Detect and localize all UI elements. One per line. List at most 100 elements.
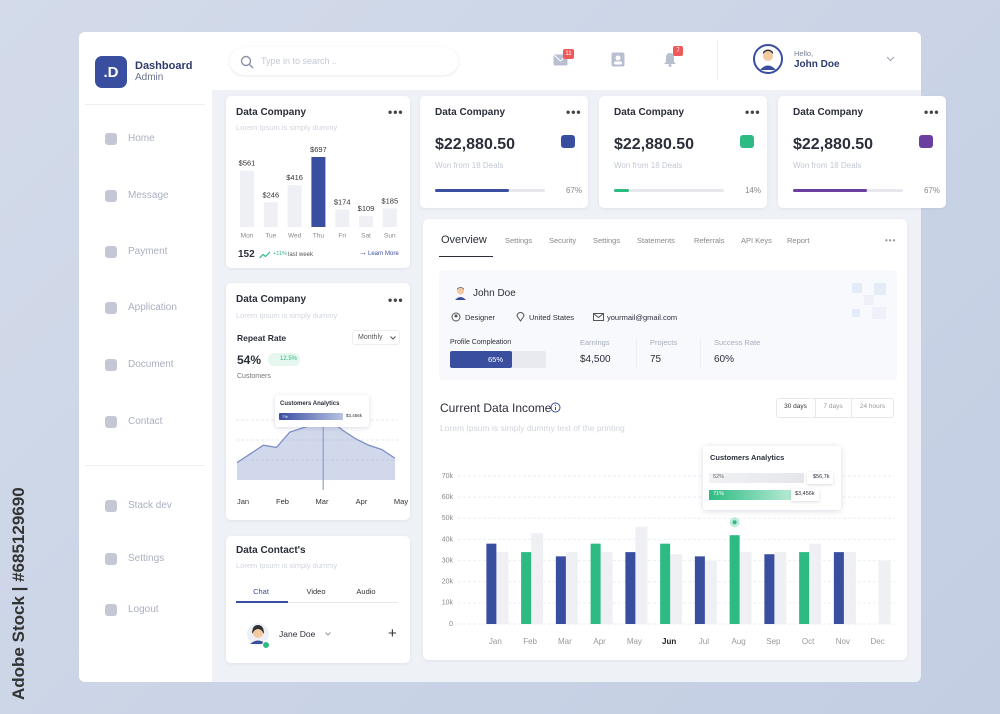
note: Won from 18 Deals bbox=[793, 161, 862, 170]
tab[interactable]: API Keys bbox=[741, 236, 772, 245]
x-tick-label: Mon bbox=[241, 233, 254, 240]
x-tick-label: Wed bbox=[288, 233, 302, 240]
tab[interactable]: Report bbox=[787, 236, 810, 245]
range-button[interactable]: 7 days bbox=[823, 403, 843, 410]
menu-item[interactable]: Settings bbox=[128, 553, 165, 564]
tooltip-bar bbox=[709, 490, 791, 500]
logo[interactable] bbox=[95, 56, 127, 88]
bar bbox=[878, 560, 891, 624]
card-title: Data Contact's bbox=[236, 545, 306, 556]
tab[interactable]: Overview bbox=[441, 234, 487, 246]
tab[interactable]: Audio bbox=[356, 587, 376, 596]
total: 152 bbox=[238, 249, 255, 260]
menu-item[interactable]: Document bbox=[128, 359, 174, 370]
chevron[interactable] bbox=[325, 632, 331, 636]
income-subtitle: Lorem Ipsum is simply dummy text of the … bbox=[440, 423, 625, 433]
icon-shape bbox=[105, 416, 117, 428]
bar bbox=[739, 552, 752, 624]
note: Won from 18 Deals bbox=[614, 161, 683, 170]
divider bbox=[85, 104, 205, 105]
menu-icon bbox=[105, 133, 117, 145]
more-menu[interactable]: ••• bbox=[388, 105, 404, 119]
contact-avatar[interactable] bbox=[246, 622, 270, 650]
icon-shape bbox=[105, 302, 117, 314]
tab[interactable]: Video bbox=[306, 587, 326, 596]
y-tick-label: 0 bbox=[449, 621, 453, 628]
x-tick-label: Jul bbox=[699, 637, 709, 646]
bar bbox=[843, 552, 856, 624]
tab[interactable]: Security bbox=[549, 236, 577, 245]
x-tick-label: Sat bbox=[361, 233, 371, 240]
trend-icon bbox=[259, 251, 271, 259]
menu-item[interactable]: Home bbox=[128, 133, 155, 144]
icon-shape bbox=[105, 604, 117, 616]
period-dropdown[interactable] bbox=[352, 330, 400, 345]
tab[interactable]: Chat bbox=[253, 587, 269, 596]
tab-underline bbox=[439, 256, 493, 257]
y-tick-label: 40k bbox=[442, 536, 454, 543]
tab[interactable]: Settings bbox=[505, 236, 533, 245]
icon-shape bbox=[105, 553, 117, 565]
card-title: Data Company bbox=[435, 107, 506, 118]
x-tick-label: Mar bbox=[558, 637, 572, 646]
tab[interactable]: Referrals bbox=[694, 236, 725, 245]
completion-value: 65% bbox=[488, 355, 504, 364]
bar bbox=[635, 526, 648, 624]
arrow: → bbox=[359, 248, 367, 257]
menu-icon bbox=[105, 553, 117, 565]
bar bbox=[694, 556, 705, 624]
progress-bar bbox=[793, 189, 867, 192]
menu-icon bbox=[105, 190, 117, 202]
more-menu[interactable]: ••• bbox=[388, 293, 404, 307]
bar bbox=[625, 552, 636, 624]
menu-icon bbox=[105, 302, 117, 314]
x-tick-label: Sun bbox=[384, 233, 396, 240]
more-menu[interactable]: ••• bbox=[745, 105, 761, 119]
bar bbox=[799, 552, 810, 624]
menu-item[interactable]: Logout bbox=[128, 604, 159, 615]
stat-label: Earnings bbox=[580, 338, 610, 347]
menu-item[interactable]: Contact bbox=[128, 416, 163, 427]
search-box[interactable] bbox=[230, 47, 458, 75]
tab[interactable]: Statements bbox=[637, 236, 675, 245]
more-menu[interactable]: ••• bbox=[885, 236, 897, 245]
divider bbox=[717, 40, 718, 80]
add-button[interactable]: + bbox=[388, 625, 397, 642]
bar bbox=[600, 552, 613, 624]
tooltip-share: 7% bbox=[282, 414, 288, 419]
income-chart: 0 10k 20k 30k 40k 50k 60k 70k Jan Feb Mar Apr May Jun… bbox=[442, 473, 895, 646]
menu-item[interactable]: Stack dev bbox=[128, 500, 172, 511]
bar bbox=[670, 554, 683, 624]
bar bbox=[565, 552, 578, 624]
notification-icon[interactable] bbox=[663, 52, 677, 67]
role-icon bbox=[451, 312, 461, 322]
x-tick-label: Thu bbox=[313, 233, 325, 240]
profile-name: John Doe bbox=[473, 288, 516, 299]
sidebar bbox=[79, 32, 212, 682]
bar bbox=[729, 535, 740, 624]
tab[interactable]: Settings bbox=[593, 236, 621, 245]
range-button[interactable]: 30 days bbox=[784, 403, 807, 410]
learn-more[interactable]: Learn More bbox=[368, 251, 399, 257]
message-count: 11 bbox=[565, 51, 572, 57]
range-button[interactable]: 24 hours bbox=[859, 403, 886, 410]
contacts-icon[interactable] bbox=[611, 52, 625, 67]
progress-label: 67% bbox=[923, 186, 940, 195]
x-tick-label: May bbox=[627, 637, 642, 646]
more-menu[interactable]: ••• bbox=[924, 105, 940, 119]
area bbox=[237, 419, 395, 480]
value-label: $697 bbox=[310, 145, 327, 154]
bar bbox=[660, 543, 671, 624]
bar bbox=[287, 185, 302, 227]
user-avatar[interactable] bbox=[753, 44, 783, 74]
stat-value: $4,500 bbox=[580, 354, 611, 365]
menu-item[interactable]: Application bbox=[128, 302, 177, 313]
change-chip bbox=[268, 353, 300, 366]
chevron[interactable] bbox=[886, 56, 895, 62]
card-subtitle: Lorem Ipsum is simply dummy bbox=[236, 123, 338, 132]
y-tick-label: 70k bbox=[442, 473, 454, 480]
menu-item[interactable]: Message bbox=[128, 190, 169, 201]
more-menu[interactable]: ••• bbox=[566, 105, 582, 119]
menu-item[interactable]: Payment bbox=[128, 246, 168, 257]
info-icon[interactable] bbox=[550, 402, 561, 413]
